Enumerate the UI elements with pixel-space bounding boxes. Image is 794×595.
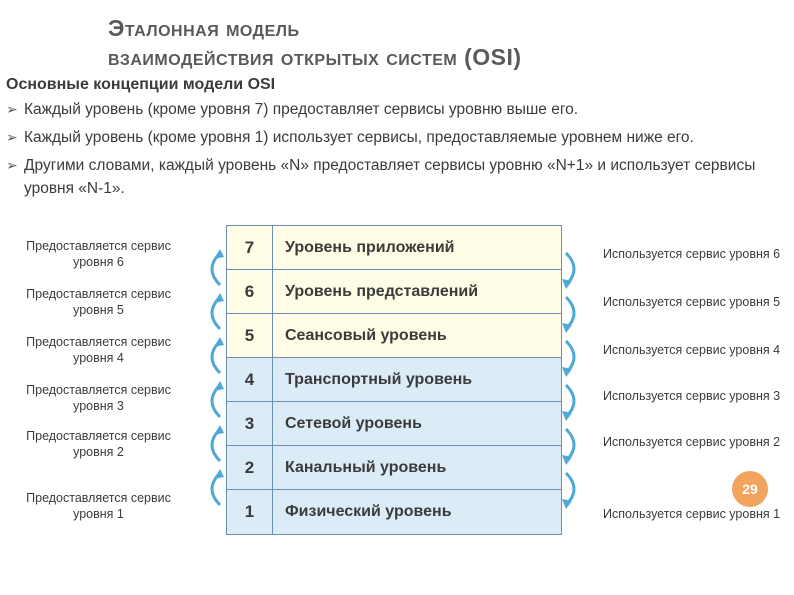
layer-number: 5 [227, 314, 273, 357]
provides-label: Предоставляется сервис уровня 1 [6, 491, 191, 522]
bullet-item: Другими словами, каждый уровень «N» пред… [6, 152, 782, 203]
layer-row: 4Транспортный уровень [227, 358, 561, 402]
layer-name: Сетевой уровень [273, 402, 561, 445]
uses-label: Используется сервис уровня 1 [603, 507, 788, 523]
provides-label: Предоставляется сервис уровня 5 [6, 287, 191, 318]
uses-label: Используется сервис уровня 5 [603, 295, 788, 311]
title-line-2: взаимодействия открытых систем (OSI) [108, 43, 794, 72]
layer-row: 7Уровень приложений [227, 226, 561, 270]
osi-diagram: Предоставляется сервис уровня 6 Предостав… [0, 225, 794, 563]
layer-name: Сеансовый уровень [273, 314, 561, 357]
layer-number: 4 [227, 358, 273, 401]
provides-label: Предоставляется сервис уровня 4 [6, 335, 191, 366]
layer-name: Канальный уровень [273, 446, 561, 489]
up-arrow-icon [200, 469, 224, 509]
bullet-item: Каждый уровень (кроме уровня 7) предоста… [6, 96, 782, 124]
up-arrow-icon [200, 337, 224, 377]
provides-label: Предоставляется сервис уровня 3 [6, 383, 191, 414]
down-arrow-icon [562, 381, 586, 421]
layer-name: Транспортный уровень [273, 358, 561, 401]
page-number-badge: 29 [732, 471, 768, 507]
layer-number: 3 [227, 402, 273, 445]
layer-number: 7 [227, 226, 273, 269]
uses-label: Используется сервис уровня 6 [603, 247, 788, 263]
layer-number: 2 [227, 446, 273, 489]
down-arrow-icon [562, 249, 586, 289]
layer-name: Уровень приложений [273, 226, 561, 269]
uses-label: Используется сервис уровня 4 [603, 343, 788, 359]
osi-layers-table: 7Уровень приложений6Уровень представлени… [226, 225, 562, 535]
uses-label: Используется сервис уровня 3 [603, 389, 788, 405]
down-arrow-icon [562, 425, 586, 465]
provides-label: Предоставляется сервис уровня 6 [6, 239, 191, 270]
layer-row: 5Сеансовый уровень [227, 314, 561, 358]
up-arrow-icon [200, 381, 224, 421]
provides-label: Предоставляется сервис уровня 2 [6, 429, 191, 460]
bullet-item: Каждый уровень (кроме уровня 1) использу… [6, 124, 782, 152]
up-arrow-icon [200, 293, 224, 333]
subtitle: Основные концепции модели OSI [0, 72, 794, 96]
title-line-1: Эталонная модель [108, 14, 794, 43]
layer-row: 2Канальный уровень [227, 446, 561, 490]
layer-number: 6 [227, 270, 273, 313]
down-arrow-icon [562, 337, 586, 377]
down-arrow-icon [562, 469, 586, 509]
up-arrow-icon [200, 425, 224, 465]
layer-number: 1 [227, 490, 273, 534]
layer-name: Физический уровень [273, 490, 561, 534]
up-arrow-icon [200, 249, 224, 289]
layer-name: Уровень представлений [273, 270, 561, 313]
layer-row: 6Уровень представлений [227, 270, 561, 314]
concepts-list: Каждый уровень (кроме уровня 7) предоста… [0, 96, 794, 204]
down-arrow-icon [562, 293, 586, 333]
layer-row: 1Физический уровень [227, 490, 561, 534]
layer-row: 3Сетевой уровень [227, 402, 561, 446]
uses-label: Используется сервис уровня 2 [603, 435, 788, 451]
